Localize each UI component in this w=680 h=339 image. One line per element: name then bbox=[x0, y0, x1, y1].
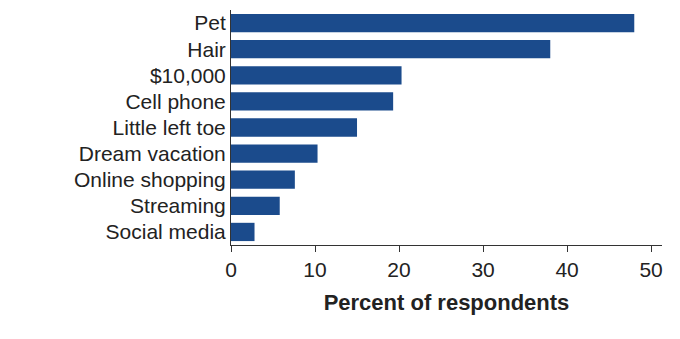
svg-text:50: 50 bbox=[639, 258, 662, 281]
svg-text:Hair: Hair bbox=[187, 38, 226, 61]
svg-text:Percent of respondents: Percent of respondents bbox=[324, 290, 570, 315]
svg-text:10: 10 bbox=[303, 258, 326, 281]
svg-text:Streaming: Streaming bbox=[130, 194, 226, 217]
svg-text:0: 0 bbox=[225, 258, 237, 281]
svg-text:Online shopping: Online shopping bbox=[74, 168, 226, 191]
svg-text:Social media: Social media bbox=[106, 220, 227, 243]
svg-text:Dream vacation: Dream vacation bbox=[79, 142, 226, 165]
svg-text:$10,000: $10,000 bbox=[150, 64, 226, 87]
svg-text:30: 30 bbox=[471, 258, 494, 281]
svg-text:20: 20 bbox=[387, 258, 410, 281]
svg-text:Cell phone: Cell phone bbox=[125, 90, 225, 113]
svg-text:40: 40 bbox=[555, 258, 578, 281]
svg-text:Little left toe: Little left toe bbox=[113, 116, 226, 139]
svg-text:Pet: Pet bbox=[194, 11, 226, 34]
